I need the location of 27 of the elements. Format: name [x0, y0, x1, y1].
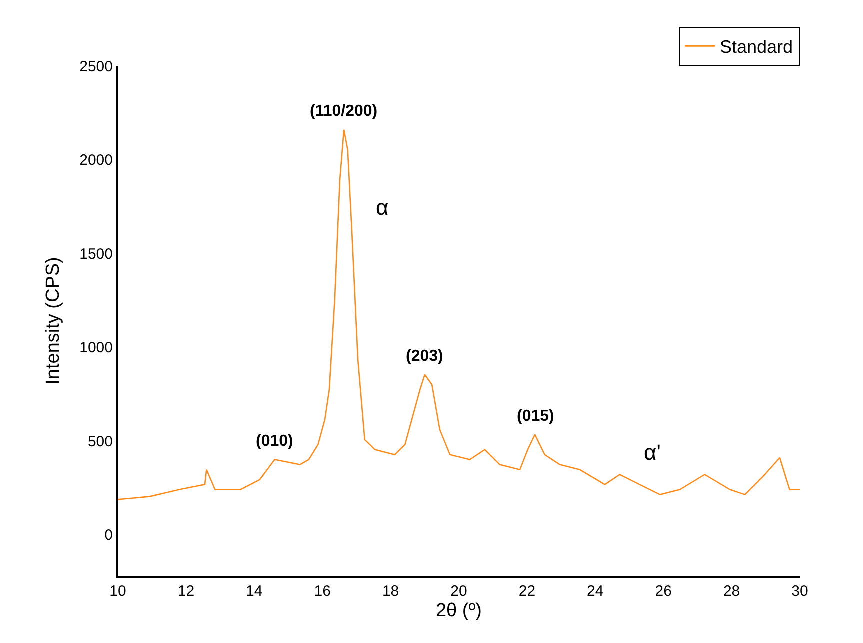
x-tick-label: 10	[110, 583, 126, 600]
annotation: α	[376, 195, 389, 220]
y-tick-label: 1000	[80, 340, 113, 356]
y-axis-title: Intensity (CPS)	[42, 257, 64, 385]
y-tick-label: 1500	[80, 246, 113, 263]
y-tick-label: 0	[104, 527, 113, 544]
x-tick-label: 28	[723, 583, 740, 600]
x-tick-label: 18	[382, 583, 400, 600]
y-tick-label: 2500	[80, 58, 113, 76]
x-tick-label: 22	[518, 583, 536, 600]
x-tick-label: 14	[246, 583, 263, 600]
x-tick-label: 16	[314, 583, 331, 600]
line-series	[118, 129, 800, 500]
annotation: α'	[644, 440, 661, 465]
y-tick-label: 500	[88, 433, 113, 450]
x-tick-label: 30	[792, 583, 808, 600]
y-tick-label: 2000	[80, 152, 113, 169]
legend-label: Standard	[720, 37, 794, 58]
annotation: (110/200)	[310, 103, 378, 120]
x-tick-label: 20	[450, 583, 468, 600]
x-axis-title: 2θ (º)	[436, 600, 482, 622]
x-tick-label: 12	[178, 583, 195, 600]
annotation: (203)	[406, 348, 444, 365]
x-tick-label: 26	[655, 583, 672, 600]
annotation: (010)	[256, 433, 294, 450]
annotation: (015)	[517, 408, 554, 425]
x-tick-label: 24	[587, 583, 604, 600]
